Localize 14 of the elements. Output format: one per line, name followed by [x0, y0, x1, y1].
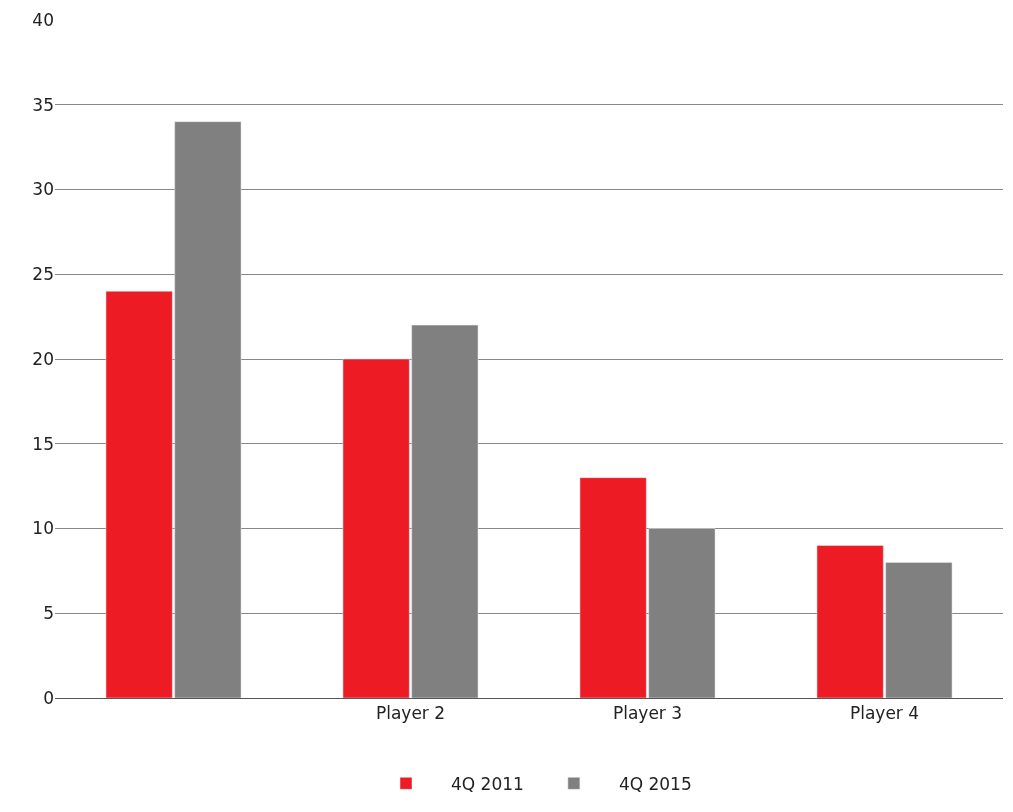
y-tick-label: 15	[32, 433, 54, 454]
y-tick-label: 35	[32, 94, 54, 115]
x-tick-label: Player 4	[849, 703, 920, 724]
y-tick-label: 25	[32, 264, 54, 285]
x-tick-label: Player 3	[612, 703, 683, 724]
y-tick-label: 30	[32, 179, 54, 200]
y-tick-label: 40	[32, 9, 54, 30]
y-tick-label: 20	[32, 348, 54, 369]
legend-label: 4Q 2011	[451, 773, 524, 794]
y-tick-label: 0	[43, 687, 54, 708]
x-tick-label: Player 2	[375, 703, 446, 724]
y-tick-label: 10	[32, 518, 54, 539]
y-tick-label: 5	[43, 603, 54, 624]
legend-label: 4Q 2015	[618, 773, 692, 794]
